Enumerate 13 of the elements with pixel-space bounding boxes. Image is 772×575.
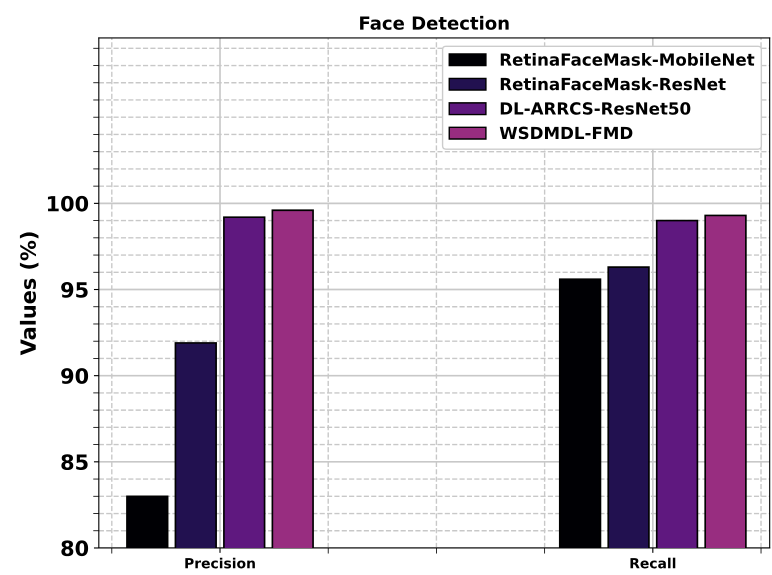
- legend-label: RetinaFaceMask-ResNet: [500, 77, 726, 90]
- chart-title: Face Detection: [360, 16, 509, 30]
- y-tick-label: 90: [61, 368, 88, 384]
- y-axis-title: Values (%): [20, 232, 38, 356]
- y-tick-label: 85: [61, 454, 88, 470]
- legend-label: WSDMDL-FMD: [500, 126, 632, 140]
- legend-label: RetinaFaceMask-MobileNet: [500, 52, 754, 66]
- y-tick-label: 95: [61, 282, 88, 298]
- x-tick-label: Recall: [630, 558, 676, 568]
- legend-label: DL-ARRCS-ResNet50: [500, 102, 690, 115]
- y-tick-label: 80: [61, 540, 88, 556]
- x-tick-label: Precision: [185, 558, 255, 568]
- y-tick-label: 100: [48, 196, 88, 212]
